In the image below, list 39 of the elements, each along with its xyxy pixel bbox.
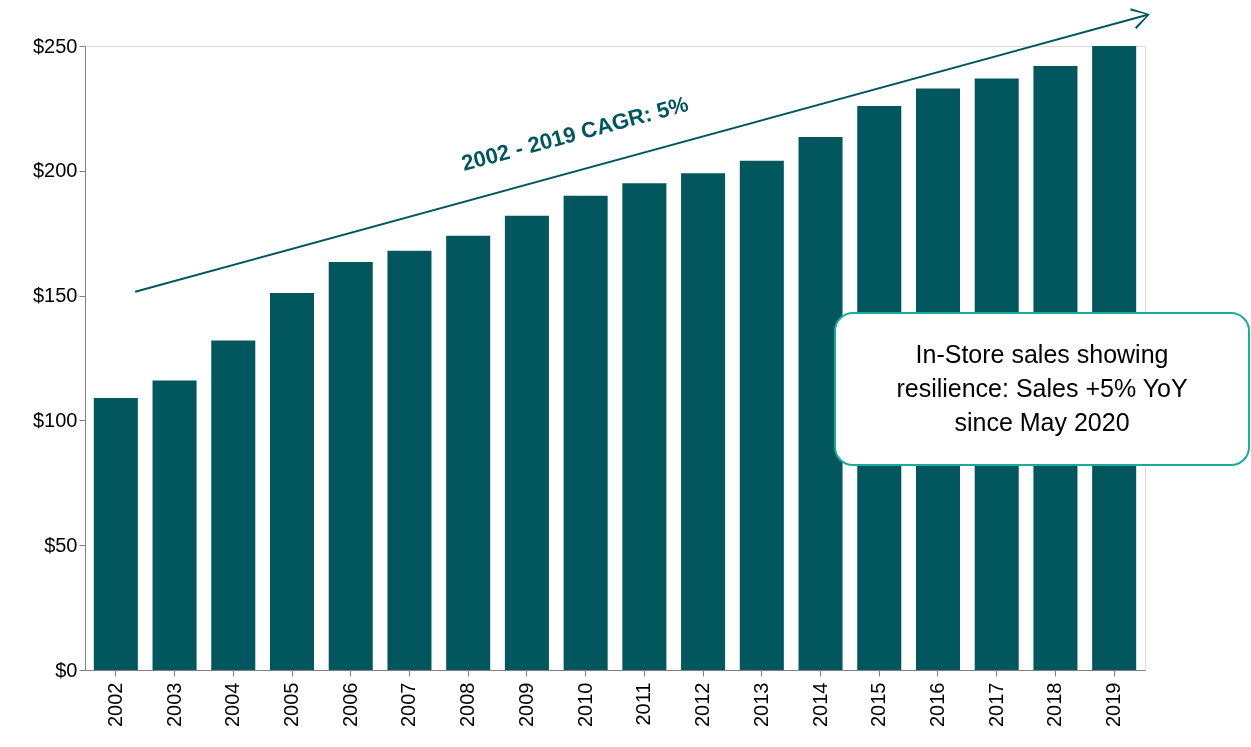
bar — [152, 380, 197, 670]
x-tick-label: 2006 — [338, 682, 361, 727]
bar — [504, 215, 549, 670]
bar — [93, 397, 138, 670]
x-tick-label: 2005 — [280, 682, 303, 727]
bar — [681, 173, 726, 670]
x-tick-label: 2011 — [632, 682, 655, 726]
bar — [211, 340, 256, 670]
bar — [622, 183, 667, 670]
x-tick-label: 2003 — [162, 682, 185, 727]
bar — [269, 293, 315, 670]
x-tick-label: 2008 — [456, 682, 479, 727]
x-tick-label: 2019 — [1102, 682, 1125, 727]
annotation: 2002 - 2019 CAGR: 5% — [458, 91, 691, 176]
x-tick-label: 2014 — [808, 682, 831, 727]
bar — [563, 195, 608, 670]
y-tick-label: $100 — [33, 408, 78, 431]
x-tick-label: 2010 — [573, 682, 596, 727]
x-tick-label: 2018 — [1043, 682, 1066, 727]
y-tick-label: $150 — [33, 284, 78, 307]
y-tick-label: $200 — [33, 159, 78, 182]
y-tick-label: $0 — [55, 658, 78, 681]
x-tick-label: 2007 — [397, 682, 420, 727]
bar — [328, 261, 373, 670]
bar — [739, 160, 784, 670]
x-tick-label: 2016 — [925, 682, 948, 727]
x-tick-label: 2017 — [984, 682, 1007, 727]
x-tick-label: 2015 — [867, 682, 890, 727]
x-tick-label: 2002 — [103, 682, 126, 727]
bar — [387, 250, 432, 670]
x-tick-label: 2009 — [514, 682, 537, 727]
y-tick-label: $50 — [44, 533, 78, 556]
y-tick-label: $250 — [33, 34, 78, 57]
bar — [446, 235, 491, 670]
annotation: In-Store sales showing resilience: Sales +5% YoY since May 2020 — [896, 340, 1188, 436]
x-tick-label: 2013 — [749, 682, 772, 727]
bar — [798, 137, 843, 670]
x-tick-label: 2004 — [221, 682, 244, 727]
x-tick-label: 2012 — [691, 682, 714, 727]
